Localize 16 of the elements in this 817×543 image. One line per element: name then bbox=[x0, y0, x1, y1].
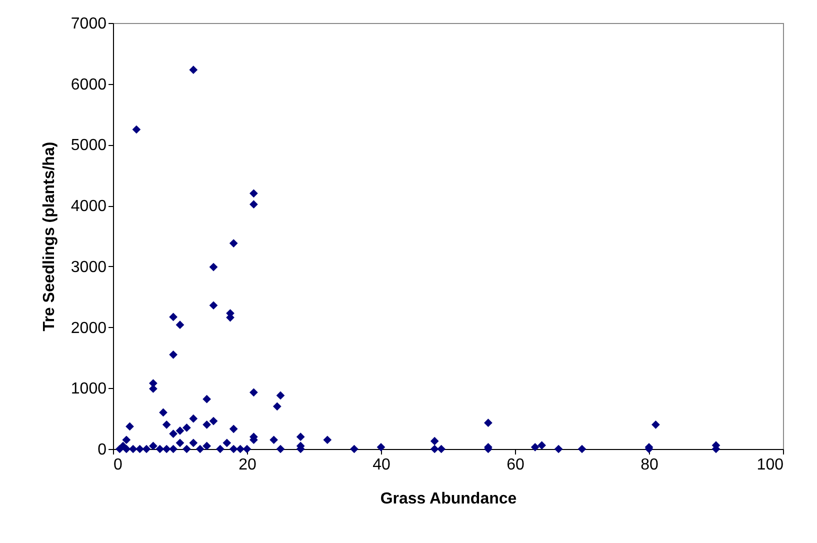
x-tick-label: 60 bbox=[506, 456, 524, 474]
x-tick-label: 80 bbox=[640, 456, 658, 474]
x-tick-label: 20 bbox=[238, 456, 256, 474]
y-tick-label: 5000 bbox=[70, 137, 107, 154]
y-tick-label: 3000 bbox=[70, 258, 107, 276]
x-tick-label: 0 bbox=[114, 456, 122, 474]
x-tick-label: 100 bbox=[756, 456, 784, 474]
y-tick-label: 6000 bbox=[70, 76, 107, 94]
x-axis-title: Grass Abundance bbox=[380, 490, 517, 508]
y-axis-title: Tre Seedlings (plants/ha) bbox=[40, 142, 58, 332]
x-tick-label: 40 bbox=[372, 456, 390, 474]
y-tick-label: 2000 bbox=[70, 320, 107, 337]
y-tick-label: 7000 bbox=[70, 16, 107, 32]
y-tick-label: 0 bbox=[98, 442, 107, 458]
y-tick-label: 1000 bbox=[70, 380, 107, 398]
y-tick-label: 4000 bbox=[70, 198, 107, 216]
